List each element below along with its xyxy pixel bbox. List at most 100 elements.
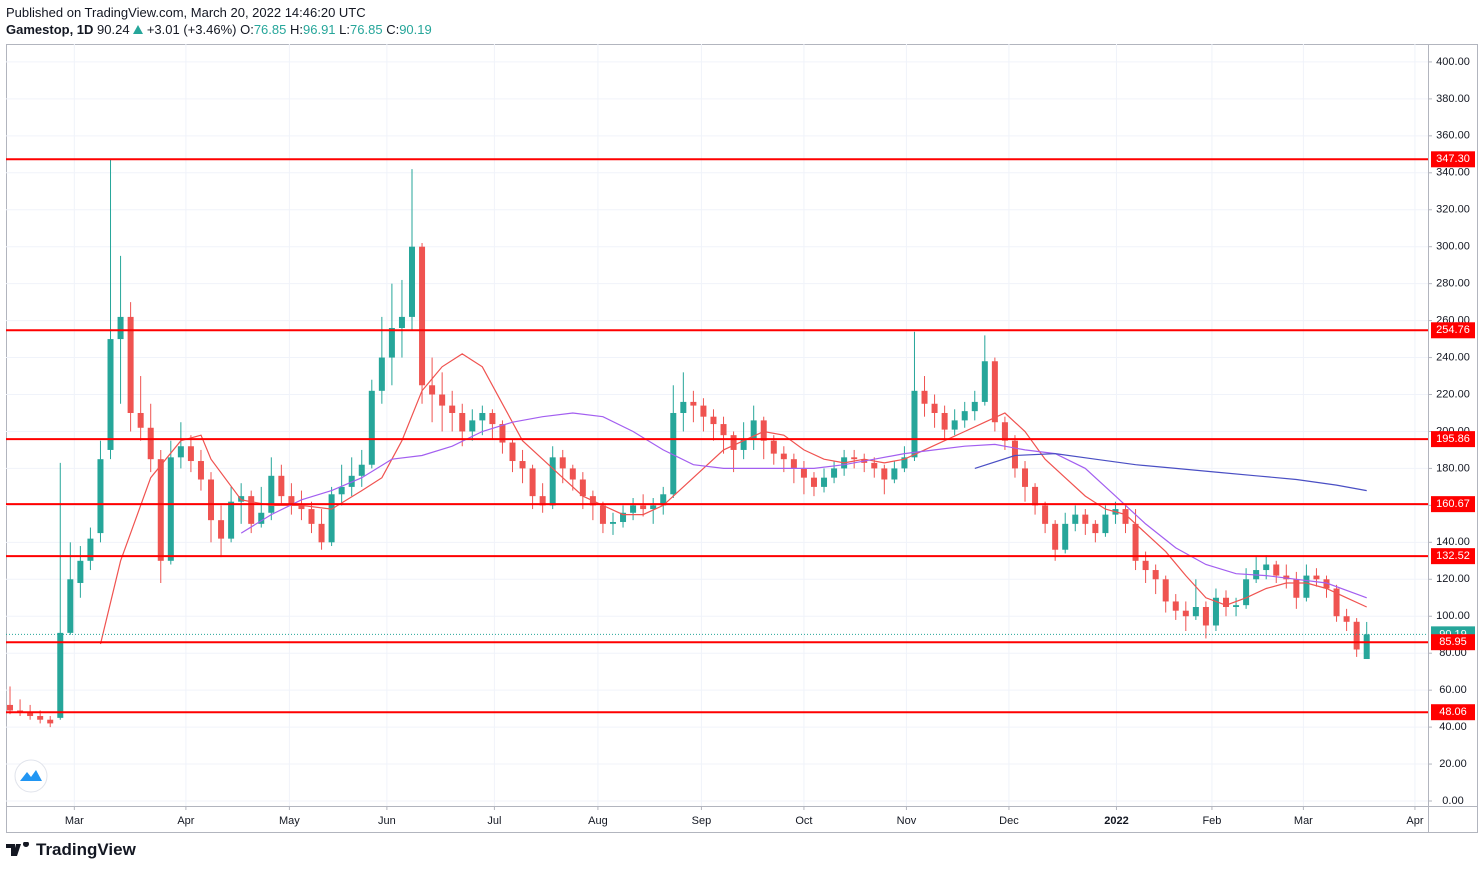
level-label: 85.95 — [1439, 636, 1467, 648]
ohlc-key: H: — [290, 22, 303, 37]
candle-body — [137, 412, 144, 428]
level-tag — [1431, 548, 1475, 565]
candle-body — [1223, 597, 1230, 608]
candle-body — [1323, 579, 1330, 589]
candle-body — [1162, 579, 1169, 602]
price: 90.24 — [97, 22, 130, 37]
candle-body — [730, 435, 737, 450]
level-label: 195.86 — [1436, 433, 1470, 445]
candle-body — [921, 390, 928, 404]
candle-body — [358, 464, 365, 476]
candle-body — [1212, 597, 1219, 626]
y-tick-label: 60.00 — [1439, 684, 1467, 696]
candle-body — [1182, 610, 1189, 617]
candle-body — [740, 438, 747, 450]
y-tick-label: 40.00 — [1439, 721, 1467, 733]
candle-body — [519, 461, 526, 469]
candle-body — [388, 327, 395, 358]
y-tick-label: 20.00 — [1439, 758, 1467, 770]
candle-body — [1283, 575, 1290, 580]
symbol-bar: Gamestop, 1D 90.24 +3.01 (+3.46%) O: 76.8… — [6, 22, 432, 37]
candle-body — [780, 453, 787, 460]
candle-body — [1011, 440, 1018, 469]
y-tick-label: 100.00 — [1436, 610, 1470, 622]
candle-body — [97, 459, 104, 534]
candle-body — [579, 479, 586, 497]
candle-body — [398, 316, 405, 328]
x-tick-label: Mar — [65, 815, 84, 827]
candle-body — [529, 468, 536, 497]
candle-body — [599, 505, 606, 524]
y-tick-label: 120.00 — [1436, 573, 1470, 585]
logo — [14, 759, 48, 793]
level-tag — [1431, 634, 1475, 651]
candle-body — [800, 468, 807, 478]
candle-body — [218, 520, 225, 539]
candle-body — [710, 416, 717, 425]
candle-body — [851, 457, 858, 460]
level-label: 160.67 — [1436, 498, 1470, 510]
candle-body — [258, 512, 265, 524]
candle-body — [1122, 509, 1129, 524]
candle-body — [489, 412, 496, 425]
ohlc-key: O: — [240, 22, 254, 37]
candle-body — [228, 501, 235, 539]
moving-average — [974, 452, 1367, 492]
candle-body — [479, 412, 486, 421]
candle-body — [1072, 514, 1079, 524]
candle-body — [881, 468, 888, 480]
y-tick-label: 180.00 — [1436, 462, 1470, 474]
candle-body — [1042, 505, 1049, 524]
candle-body — [1092, 523, 1099, 534]
brand-icon — [6, 842, 29, 856]
candle-body — [680, 401, 687, 413]
candle-body — [439, 394, 446, 406]
candle-body — [177, 446, 184, 458]
candle-body — [539, 496, 546, 506]
x-tick-label: Mar — [1294, 815, 1313, 827]
candle-body — [1263, 564, 1270, 571]
candle-body — [961, 411, 968, 421]
level-label: 254.76 — [1436, 324, 1470, 336]
change: +3.01 (+3.46%) — [146, 22, 237, 37]
candle-body — [569, 468, 576, 480]
ohlc-key: L: — [339, 22, 351, 37]
y-tick-label: 320.00 — [1436, 204, 1470, 216]
candle-body — [1172, 601, 1179, 611]
y-tick-label: 300.00 — [1436, 241, 1470, 253]
candle-body — [1192, 607, 1199, 617]
x-tick-label: Sep — [692, 815, 712, 827]
candle-body — [338, 486, 345, 495]
candle-body — [690, 401, 697, 406]
candle-body — [197, 461, 204, 480]
x-tick-label: Jun — [378, 815, 396, 827]
grid — [6, 44, 1428, 806]
candle-body — [1142, 560, 1149, 571]
candle-body — [991, 361, 998, 423]
candle-body — [408, 246, 415, 317]
level-label: 132.52 — [1436, 550, 1470, 562]
candle-body — [1202, 607, 1209, 626]
candle-body — [308, 509, 315, 524]
ohlc-value: 76.85 — [350, 22, 383, 37]
symbol: Gamestop, 1D — [6, 22, 94, 37]
candle-body — [911, 390, 918, 458]
candle-body — [609, 522, 616, 524]
candle-body — [499, 424, 506, 443]
y-tick-label: 400.00 — [1436, 56, 1470, 68]
up-arrow — [133, 25, 144, 34]
candle-body — [278, 475, 285, 497]
x-tick-label: Dec — [999, 815, 1019, 827]
candle-body — [630, 505, 637, 513]
x-tick-label: Jul — [487, 815, 501, 827]
candle-body — [1363, 634, 1370, 660]
candle-body — [760, 420, 767, 441]
footer: TradingView — [6, 840, 136, 860]
candle-body — [660, 494, 667, 506]
candle-body — [288, 496, 295, 506]
x-tick-label: Aug — [588, 815, 608, 827]
level-label: 48.06 — [1439, 706, 1467, 718]
plot — [6, 158, 1428, 728]
candle-body — [871, 462, 878, 469]
candle-body — [1303, 575, 1310, 598]
